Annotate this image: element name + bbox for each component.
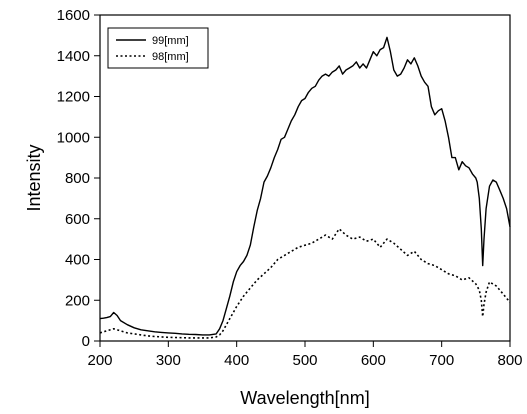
y-axis-title: Intensity bbox=[24, 144, 44, 211]
x-tick-label: 400 bbox=[224, 352, 249, 369]
legend-label: 99[mm] bbox=[152, 35, 189, 47]
x-tick-label: 500 bbox=[292, 352, 317, 369]
y-tick-label: 200 bbox=[65, 292, 90, 309]
x-tick-label: 600 bbox=[361, 352, 386, 369]
y-tick-label: 800 bbox=[65, 170, 90, 187]
y-tick-label: 1200 bbox=[57, 89, 90, 106]
series-line-1 bbox=[99, 36, 511, 336]
y-tick-label: 0 bbox=[82, 333, 90, 350]
y-tick-label: 1000 bbox=[57, 129, 90, 146]
series-line-2 bbox=[99, 228, 511, 339]
x-tick-label: 200 bbox=[87, 352, 112, 369]
y-tick-label: 600 bbox=[65, 211, 90, 228]
legend-label: 98[mm] bbox=[152, 51, 189, 63]
legend: 99[mm] 98[mm] bbox=[107, 27, 209, 69]
y-tick-label: 400 bbox=[65, 252, 90, 269]
x-axis-title: Wavelength[nm] bbox=[240, 388, 369, 408]
y-tick-label: 1400 bbox=[57, 48, 90, 65]
legend-box bbox=[107, 27, 209, 69]
x-tick-label: 300 bbox=[156, 352, 181, 369]
x-tick-label: 700 bbox=[429, 352, 454, 369]
x-tick-label: 800 bbox=[497, 352, 522, 369]
y-tick-label: 1600 bbox=[57, 7, 90, 24]
